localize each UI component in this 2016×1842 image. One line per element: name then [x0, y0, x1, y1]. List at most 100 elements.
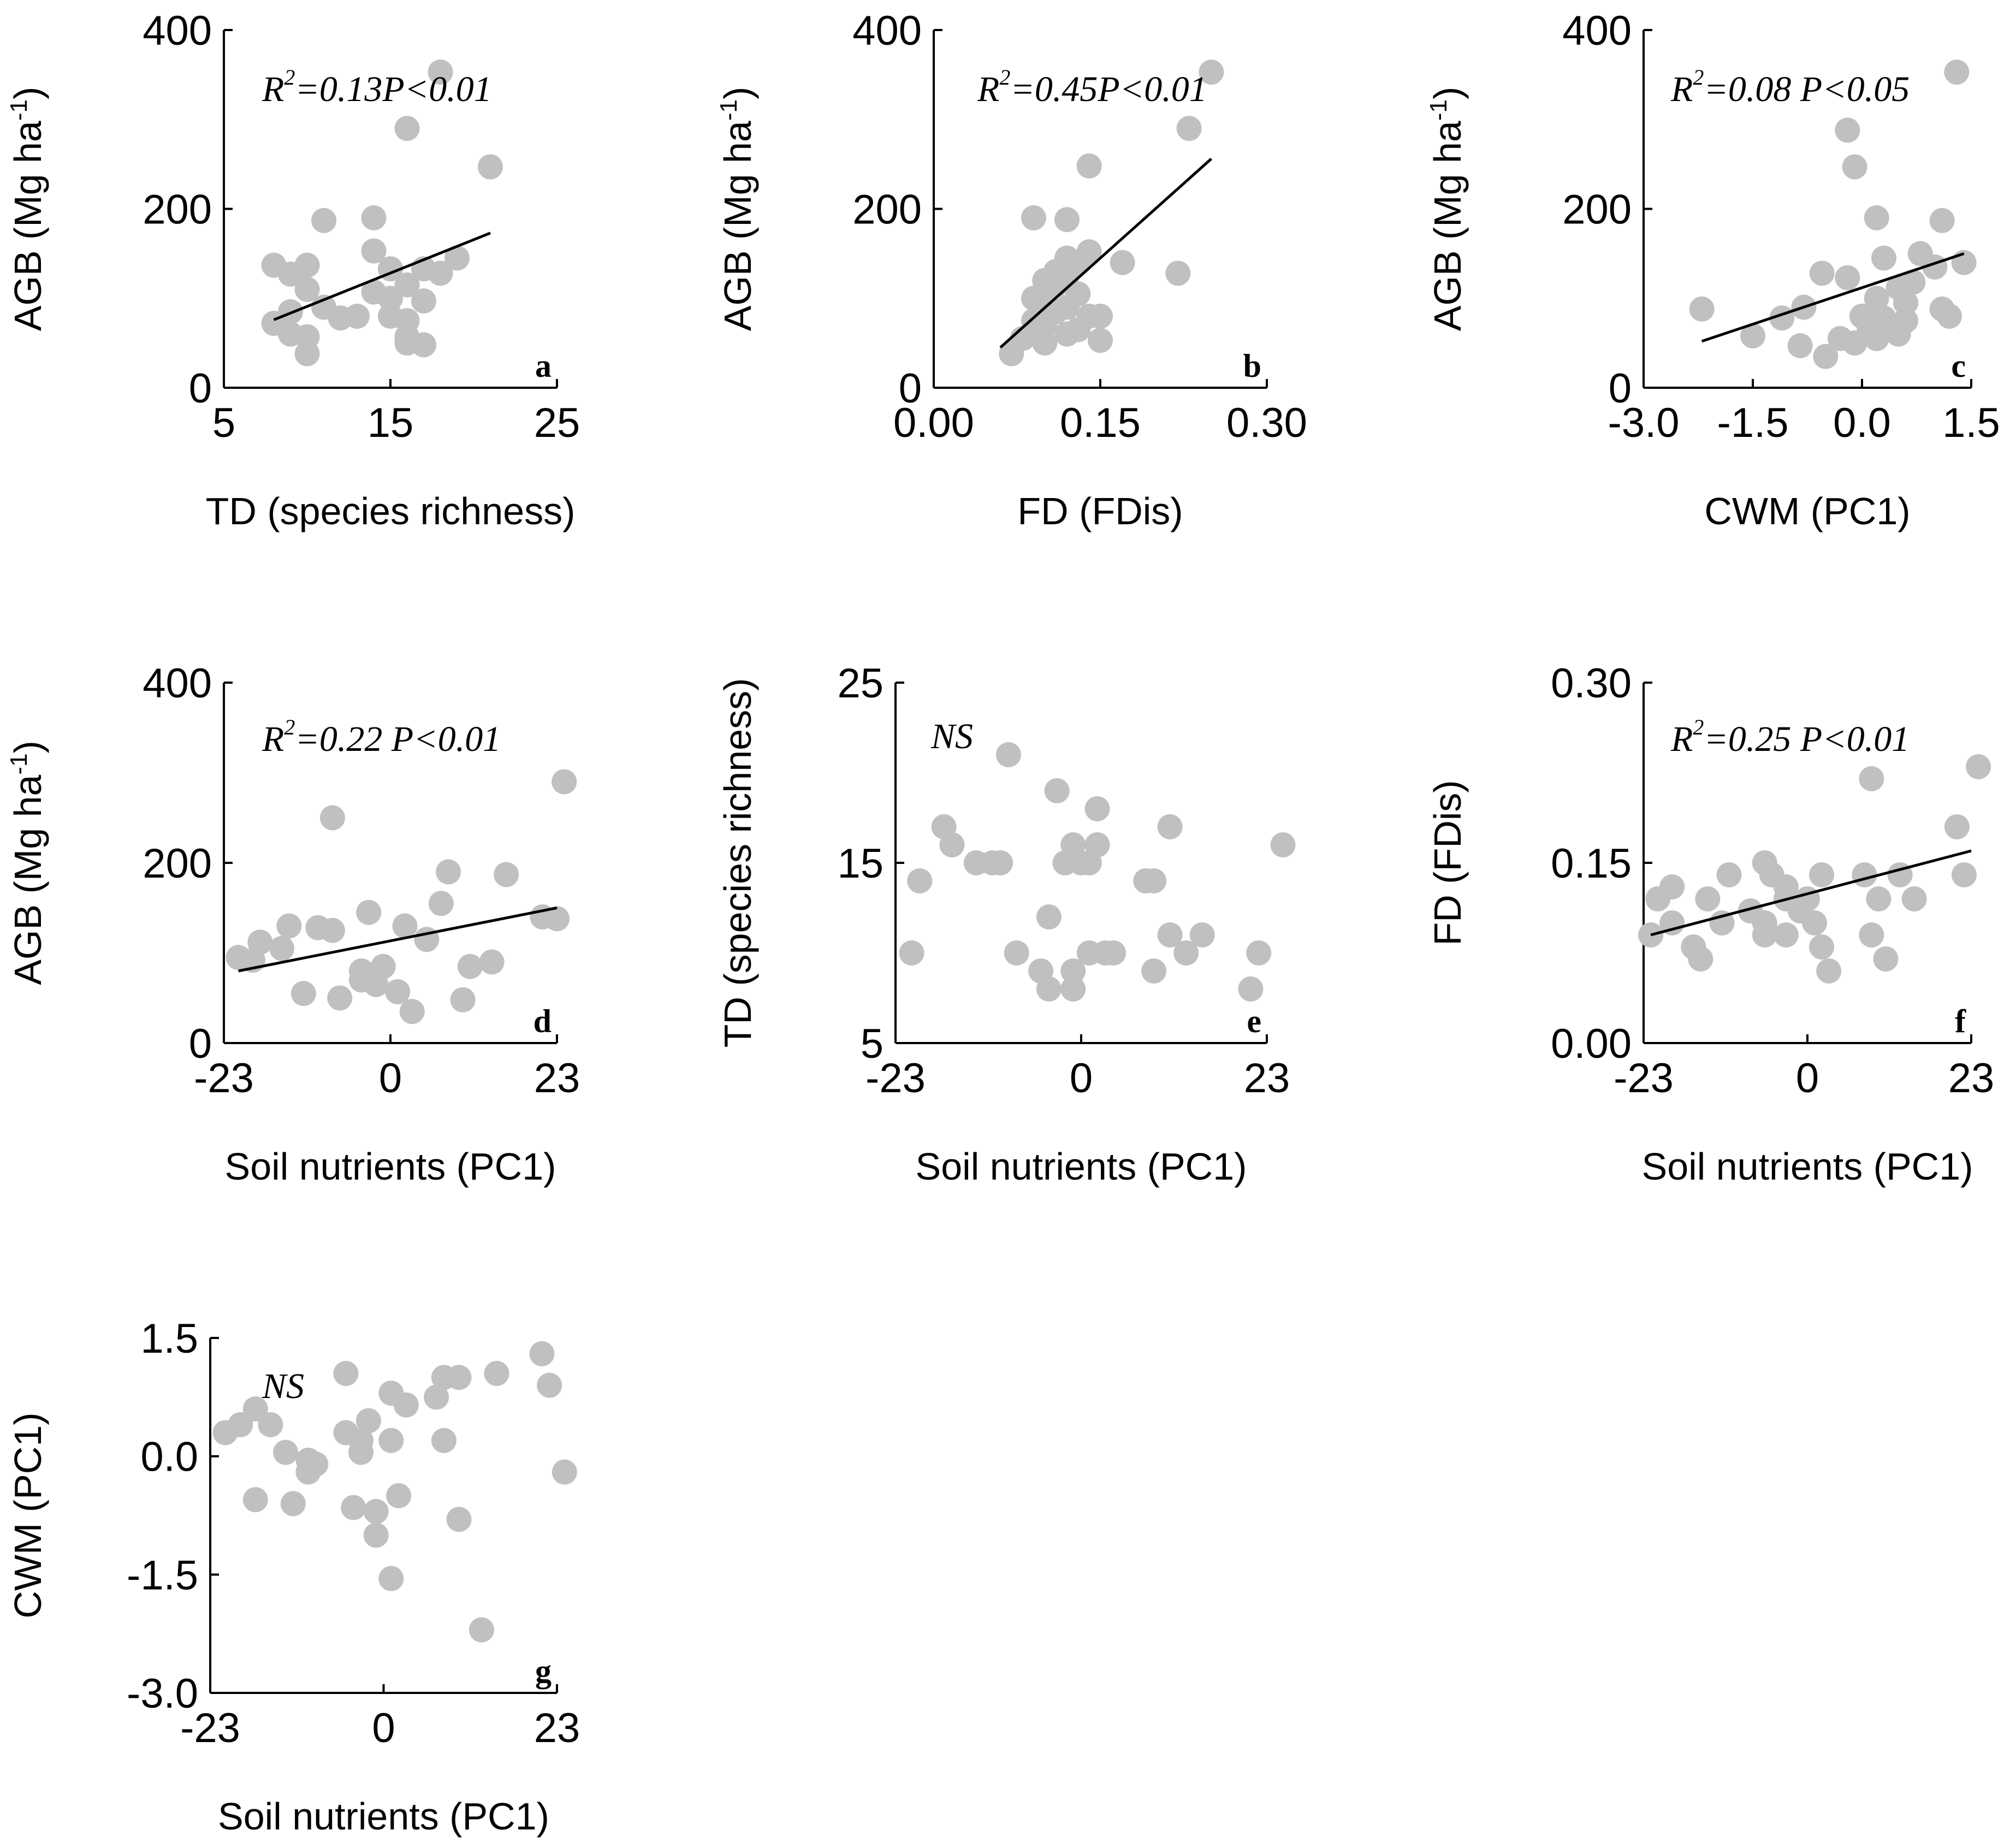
x-axis-label: TD (species richness) — [206, 490, 576, 532]
x-tick-label: 0 — [1796, 1055, 1819, 1101]
data-point — [1873, 946, 1899, 972]
data-point — [1088, 304, 1113, 329]
data-point — [1004, 940, 1029, 966]
stat-annotation: R2=0.45P<0.01 — [977, 65, 1207, 109]
data-point — [294, 341, 320, 366]
data-point — [290, 981, 316, 1006]
data-point — [1859, 766, 1884, 791]
data-point — [361, 205, 387, 230]
x-axis-label: Soil nutrients (PC1) — [1642, 1145, 1973, 1188]
y-tick-label: -3.0 — [127, 1671, 198, 1717]
panel-c: -3.0 -1.5 0.0 1.5 0 200 400 CWM (PC1) AGB (Mg ha… — [1425, 8, 2000, 532]
data-point — [899, 940, 924, 966]
y-tick-label: 15 — [837, 840, 884, 887]
x-tick-label: 23 — [1244, 1055, 1290, 1101]
x-axis-label: Soil nutrients (PC1) — [218, 1795, 549, 1838]
data-point — [242, 1396, 268, 1422]
data-point — [1101, 940, 1126, 966]
x-tick-label: 0.0 — [1833, 400, 1891, 446]
stat-annotation: NS — [930, 716, 973, 756]
regression-line — [999, 157, 1212, 349]
data-point — [1199, 59, 1224, 85]
data-point — [995, 742, 1021, 767]
data-point — [363, 972, 389, 997]
data-point — [1645, 886, 1671, 911]
stat-annotation: R2=0.25 P<0.01 — [1670, 715, 1910, 759]
x-tick-label: 15 — [367, 400, 414, 446]
data-point — [311, 208, 336, 233]
data-point — [399, 999, 425, 1024]
y-tick-label: 0 — [189, 1021, 212, 1067]
y-tick-label: 0.0 — [140, 1434, 198, 1480]
data-point — [378, 1566, 404, 1591]
data-point — [363, 1523, 389, 1548]
stat-annotation: NS — [262, 1366, 304, 1406]
data-point — [378, 1428, 404, 1453]
data-point — [1054, 207, 1080, 233]
x-tick-label: -23 — [194, 1055, 254, 1101]
data-point — [1688, 946, 1713, 972]
data-point — [552, 769, 577, 795]
data-point — [1835, 265, 1860, 291]
data-point — [1238, 976, 1264, 1002]
data-point — [446, 1507, 472, 1532]
panel-f: -23 0 23 0.00 0.15 0.30 Soil nutrients (PC1) FD… — [1426, 660, 1994, 1188]
y-tick-label: 5 — [861, 1021, 884, 1067]
data-point — [1773, 922, 1799, 947]
data-point — [273, 1440, 299, 1465]
y-tick-label: 200 — [143, 840, 212, 887]
panel-e: -23 0 23 5 15 25 Soil nutrients (PC1) TD (speci… — [716, 660, 1296, 1188]
y-tick-label: 400 — [1562, 8, 1632, 54]
data-point — [355, 1408, 381, 1434]
data-point — [1951, 862, 1977, 887]
data-point — [394, 330, 420, 356]
data-point — [386, 1483, 412, 1508]
data-point — [1842, 330, 1867, 356]
y-tick-label: 200 — [143, 187, 212, 233]
data-point — [552, 1459, 577, 1485]
regression-line — [273, 232, 491, 321]
data-point — [1021, 205, 1046, 230]
x-tick-label: 0 — [379, 1055, 402, 1101]
data-point — [276, 913, 302, 939]
y-tick-label: 0.30 — [1551, 660, 1632, 707]
data-point — [269, 935, 295, 961]
y-tick-label: 400 — [852, 8, 922, 54]
data-point — [348, 1440, 374, 1465]
data-point — [1944, 814, 1970, 839]
panel-label: a — [535, 348, 552, 384]
data-point — [258, 1412, 283, 1437]
data-point — [1752, 922, 1777, 947]
data-point — [242, 1487, 268, 1513]
data-point — [356, 899, 382, 925]
data-point — [1966, 754, 1991, 779]
y-axis-label: CWM (PC1) — [7, 1412, 49, 1618]
data-point — [319, 805, 345, 831]
data-point — [1944, 59, 1970, 85]
y-axis-label: TD (species richness) — [716, 678, 759, 1048]
x-tick-label: -23 — [865, 1055, 926, 1101]
x-axis-label: FD (FDis) — [1017, 490, 1183, 532]
data-point — [333, 1361, 359, 1386]
y-tick-label: 0.15 — [1551, 840, 1632, 887]
data-point — [294, 276, 320, 302]
y-tick-label: 25 — [837, 660, 884, 707]
data-point — [378, 286, 403, 311]
data-point — [484, 1361, 509, 1386]
data-point — [1809, 862, 1835, 887]
data-point — [428, 260, 453, 286]
data-point — [361, 238, 387, 264]
data-point — [1189, 922, 1215, 947]
y-tick-label: 0 — [189, 365, 212, 412]
data-point — [212, 1420, 238, 1446]
data-point — [478, 154, 503, 180]
y-tick-label: 200 — [852, 187, 922, 233]
panel-label: b — [1243, 348, 1261, 384]
data-point — [1871, 245, 1896, 271]
data-point — [529, 1341, 555, 1366]
panel-label: f — [1955, 1003, 1966, 1039]
y-tick-label: 400 — [143, 8, 212, 54]
data-point — [1141, 958, 1167, 984]
data-point — [1165, 260, 1191, 286]
